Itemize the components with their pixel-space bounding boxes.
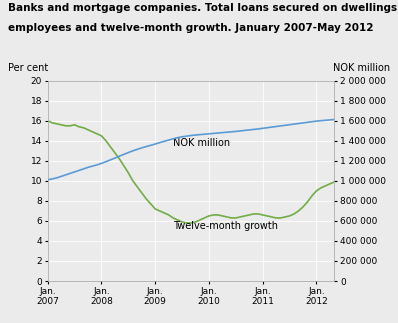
Text: Twelve-month growth: Twelve-month growth [173,221,278,231]
Text: Banks and mortgage companies. Total loans secured on dwellings to: Banks and mortgage companies. Total loan… [8,3,398,13]
Text: NOK million: NOK million [333,63,390,73]
Text: employees and twelve-month growth. January 2007-May 2012: employees and twelve-month growth. Janua… [8,23,373,33]
Text: NOK million: NOK million [173,138,230,148]
Text: Per cent: Per cent [8,63,48,73]
